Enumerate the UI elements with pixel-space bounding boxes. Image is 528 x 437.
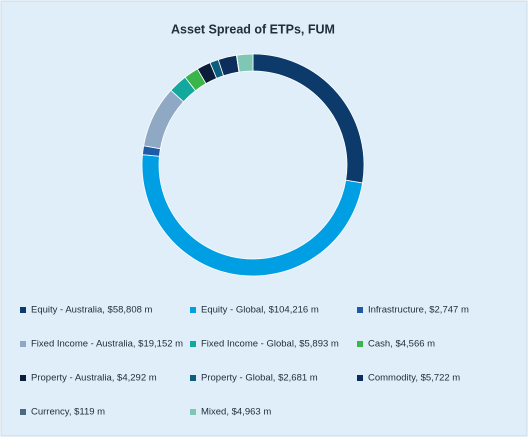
legend-label: Fixed Income - Australia, $19,152 m [31, 339, 183, 350]
legend-marker [190, 341, 196, 347]
legend-marker [357, 375, 363, 381]
legend-label: Cash, $4,566 m [368, 339, 435, 350]
legend-label: Mixed, $4,963 m [201, 407, 271, 418]
legend-label: Fixed Income - Global, $5,893 m [201, 339, 339, 350]
legend-marker [357, 341, 363, 347]
legend-label: Commodity, $5,722 m [368, 373, 460, 384]
legend-marker [190, 375, 196, 381]
donut-segment [236, 53, 254, 73]
legend-marker [20, 409, 26, 415]
legend-label: Property - Global, $2,681 m [201, 373, 318, 384]
legend-marker [20, 307, 26, 313]
legend-marker [190, 409, 196, 415]
legend-label: Property - Australia, $4,292 m [31, 373, 157, 384]
legend-label: Equity - Australia, $58,808 m [31, 305, 153, 316]
legend-marker [190, 307, 196, 313]
legend-marker [20, 375, 26, 381]
legend-marker [20, 341, 26, 347]
legend-label: Equity - Global, $104,216 m [201, 305, 319, 316]
chart-title: Asset Spread of ETPs, FUM [171, 22, 335, 36]
legend-label: Currency, $119 m [31, 407, 105, 418]
legend-label: Infrastructure, $2,747 m [368, 305, 469, 316]
legend-marker [357, 307, 363, 313]
